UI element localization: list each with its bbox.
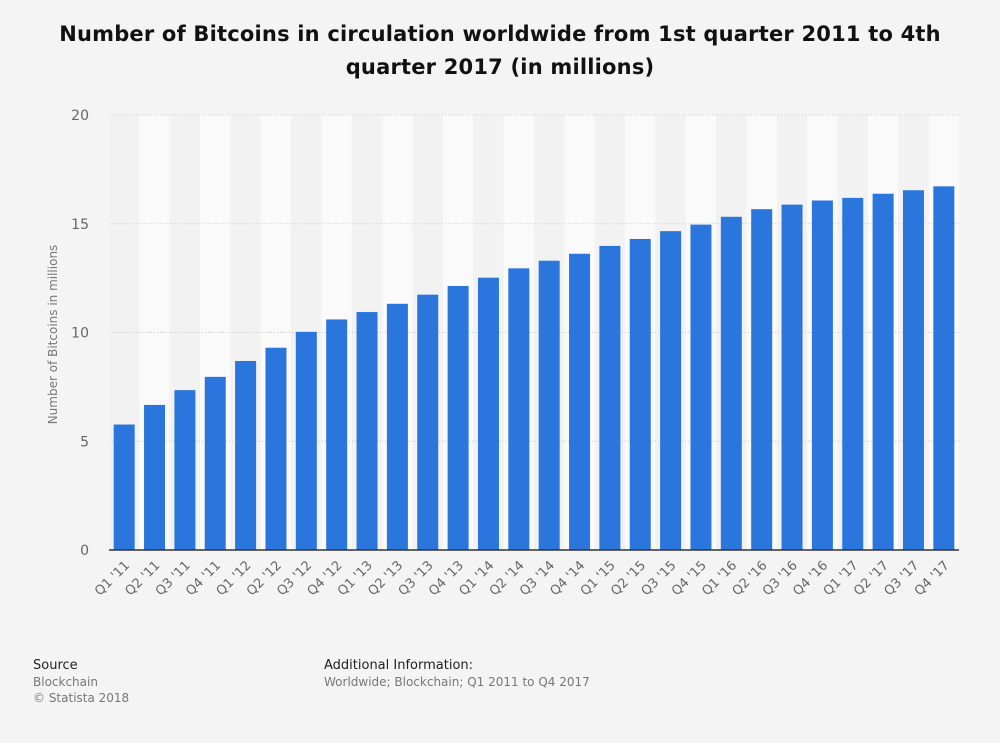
bar bbox=[295, 331, 317, 550]
bar bbox=[538, 260, 560, 550]
additional-info-heading: Additional Information: bbox=[324, 658, 474, 673]
bar bbox=[629, 238, 651, 550]
bar bbox=[447, 285, 469, 550]
bar bbox=[235, 360, 257, 550]
bar bbox=[204, 376, 226, 550]
bar bbox=[569, 253, 591, 550]
y-tick-label: 15 bbox=[71, 217, 89, 233]
chart-title: Number of Bitcoins in circulation worldw… bbox=[59, 22, 941, 79]
bar bbox=[477, 277, 499, 550]
bar bbox=[690, 224, 712, 550]
bar bbox=[265, 347, 287, 550]
bar bbox=[842, 197, 864, 550]
bar bbox=[720, 216, 742, 551]
additional-info-block: Additional Information: Worldwide; Block… bbox=[324, 657, 590, 690]
bar bbox=[933, 186, 955, 550]
bar bbox=[751, 209, 773, 551]
bar bbox=[902, 190, 924, 550]
bar bbox=[174, 390, 196, 550]
bar bbox=[811, 200, 833, 551]
bar bbox=[599, 245, 621, 550]
copyright: © Statista 2018 bbox=[33, 691, 130, 705]
bar bbox=[144, 404, 166, 550]
bars bbox=[113, 186, 955, 551]
bar bbox=[417, 294, 439, 550]
bar bbox=[386, 303, 408, 550]
y-tick-label: 5 bbox=[80, 434, 89, 450]
bar bbox=[781, 204, 803, 551]
bar bbox=[113, 424, 135, 550]
additional-info-text: Worldwide; Blockchain; Q1 2011 to Q4 201… bbox=[324, 675, 590, 689]
y-axis-label: Number of Bitcoins in millions bbox=[46, 245, 60, 425]
source-heading: Source bbox=[33, 658, 78, 673]
bar bbox=[508, 268, 530, 550]
y-tick-label: 0 bbox=[80, 543, 89, 559]
bar bbox=[326, 319, 348, 550]
bar bbox=[872, 193, 894, 551]
bar bbox=[356, 312, 378, 550]
source-block: Source Blockchain © Statista 2018 bbox=[33, 657, 129, 706]
source-name: Blockchain bbox=[33, 675, 98, 689]
x-tick-label: Q4 '17 bbox=[912, 558, 953, 599]
y-tick-label: 10 bbox=[71, 326, 89, 342]
bar bbox=[660, 231, 682, 550]
y-tick-labels: 0 5 10 15 20 bbox=[71, 108, 89, 559]
y-tick-label: 20 bbox=[71, 108, 89, 124]
